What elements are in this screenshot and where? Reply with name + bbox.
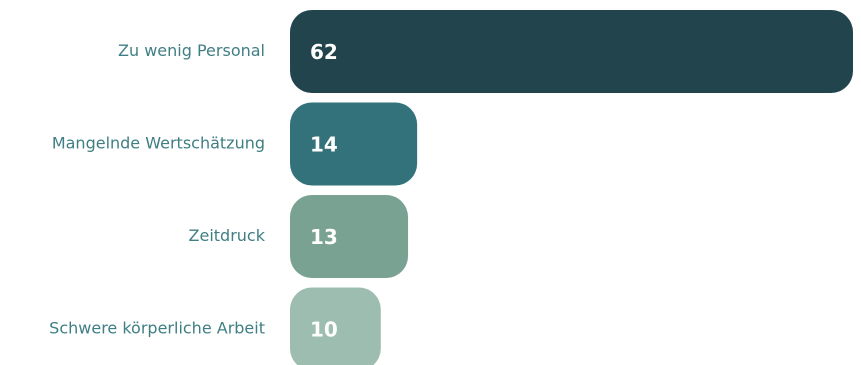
bars-group <box>290 10 853 365</box>
bar-3 <box>290 287 381 365</box>
value-labels-group: 62 14 13 10 <box>310 40 338 342</box>
bar-0 <box>290 10 853 93</box>
category-label-0: Zu wenig Personal <box>118 41 265 60</box>
category-label-1: Mangelnde Wertschätzung <box>52 134 265 153</box>
category-label-2: Zeitdruck <box>189 226 266 245</box>
bar-1 <box>290 102 418 186</box>
value-label-1: 14 <box>310 133 338 157</box>
bar-2 <box>290 195 409 278</box>
value-label-2: 13 <box>310 225 338 249</box>
category-label-3: Schwere körperliche Arbeit <box>49 319 265 338</box>
value-label-0: 62 <box>310 40 338 64</box>
value-label-3: 10 <box>310 318 338 342</box>
category-labels-group: Zu wenig Personal Mangelnde Wertschätzung… <box>49 41 266 338</box>
